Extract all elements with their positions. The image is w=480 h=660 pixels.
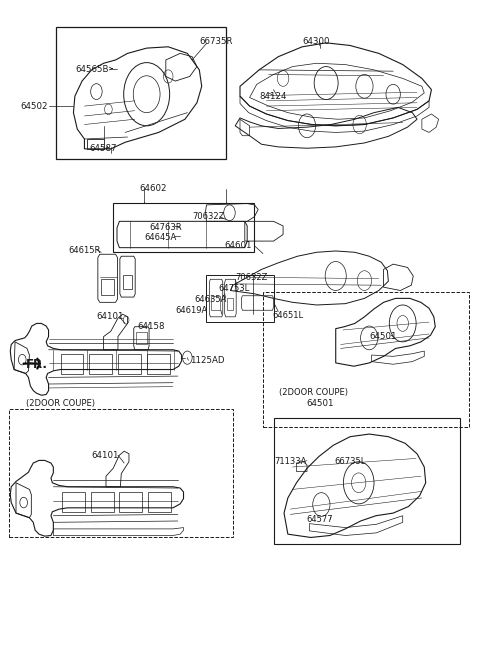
Text: (2DOOR COUPE): (2DOOR COUPE): [25, 399, 95, 409]
Text: 64501: 64501: [306, 399, 334, 409]
Text: FR.: FR.: [25, 358, 48, 371]
Text: 64565B: 64565B: [75, 65, 108, 75]
Bar: [101, 279, 114, 295]
Bar: [275, 418, 460, 544]
Text: 64645A: 64645A: [144, 233, 177, 242]
Text: 1125AD: 1125AD: [190, 356, 224, 365]
Bar: [136, 332, 147, 344]
Bar: [91, 492, 114, 512]
Bar: [211, 296, 220, 310]
Text: 64601: 64601: [225, 241, 252, 250]
Bar: [56, 27, 226, 159]
Text: 70632Z: 70632Z: [192, 213, 225, 221]
Text: 64101: 64101: [92, 451, 119, 459]
Bar: [120, 492, 143, 512]
Text: 66735R: 66735R: [199, 37, 233, 46]
Bar: [147, 354, 169, 374]
Bar: [60, 354, 84, 374]
Bar: [62, 492, 85, 512]
Bar: [89, 354, 112, 374]
Text: 64587: 64587: [89, 145, 117, 153]
Text: 64619A: 64619A: [175, 306, 208, 315]
Text: 84124: 84124: [259, 92, 287, 101]
Text: 64158: 64158: [137, 321, 165, 331]
Text: 64501: 64501: [369, 332, 397, 341]
Bar: [9, 409, 233, 537]
Bar: [148, 492, 171, 512]
Text: 70632Z: 70632Z: [235, 273, 267, 282]
Bar: [263, 292, 469, 428]
Text: 71133A: 71133A: [275, 457, 307, 466]
Text: 64502: 64502: [21, 102, 48, 111]
Bar: [118, 354, 141, 374]
Bar: [123, 275, 132, 289]
Text: 64651L: 64651L: [273, 311, 304, 320]
Text: (2DOOR COUPE): (2DOOR COUPE): [279, 388, 348, 397]
Text: 64300: 64300: [302, 37, 330, 46]
Text: 64602: 64602: [140, 184, 167, 193]
Text: 64577: 64577: [306, 515, 333, 524]
Bar: [227, 298, 233, 310]
Text: 66735L: 66735L: [335, 457, 366, 466]
Bar: [113, 203, 254, 252]
Text: 64763R: 64763R: [149, 223, 182, 232]
Text: 64635A: 64635A: [194, 294, 227, 304]
Bar: [206, 275, 274, 322]
Text: 64101: 64101: [96, 312, 124, 321]
Text: 64615R: 64615R: [69, 246, 101, 255]
Text: 64753L: 64753L: [218, 284, 250, 293]
